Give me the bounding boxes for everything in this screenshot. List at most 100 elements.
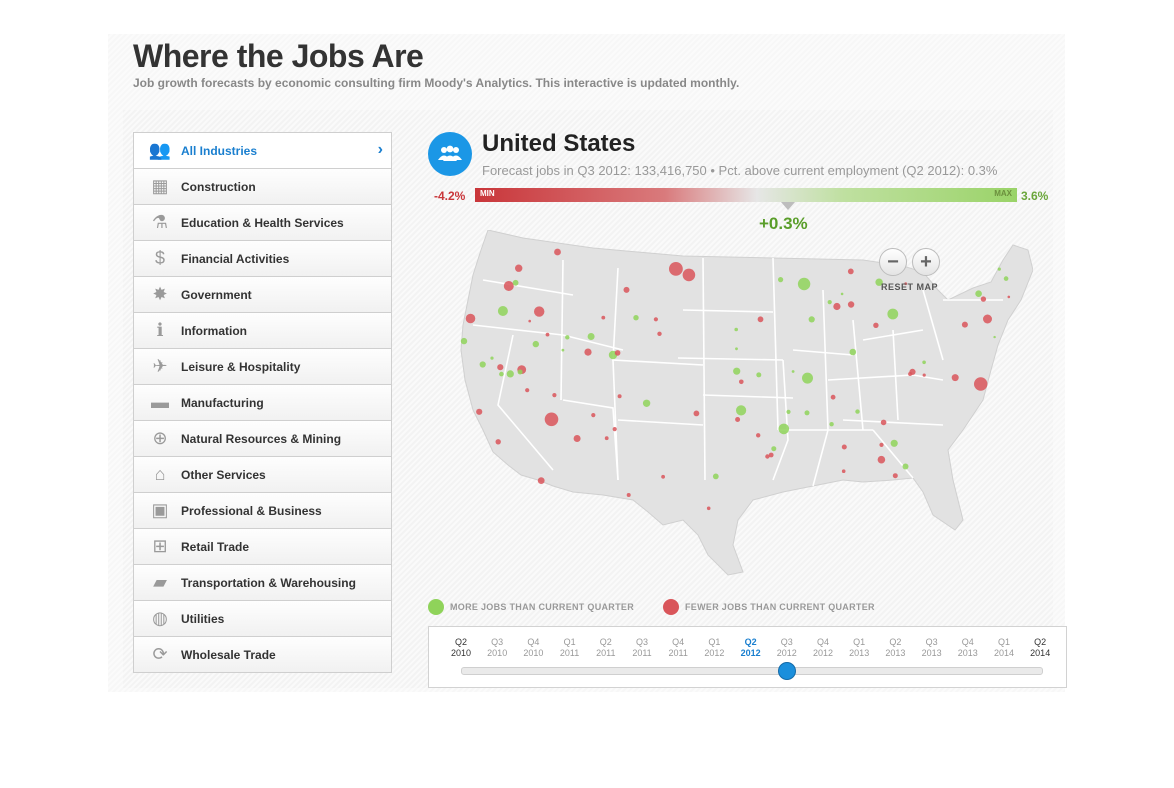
- fewer-jobs-bubble[interactable]: [841, 469, 846, 473]
- fewer-jobs-bubble[interactable]: [706, 506, 711, 511]
- timeline-tick[interactable]: Q3 2010: [481, 637, 513, 659]
- more-jobs-bubble[interactable]: [804, 410, 810, 416]
- fewer-jobs-bubble[interactable]: [830, 394, 836, 400]
- more-jobs-bubble[interactable]: [890, 439, 898, 447]
- timeline-tick[interactable]: Q1 2014: [988, 637, 1020, 659]
- fewer-jobs-bubble[interactable]: [765, 454, 770, 459]
- fewer-jobs-bubble[interactable]: [974, 377, 988, 391]
- more-jobs-bubble[interactable]: [827, 300, 832, 305]
- fewer-jobs-bubble[interactable]: [922, 373, 926, 377]
- more-jobs-bubble[interactable]: [778, 277, 784, 283]
- sidebar-item-retail-trade[interactable]: ⊞ Retail Trade: [133, 529, 392, 565]
- more-jobs-bubble[interactable]: [808, 316, 815, 323]
- fewer-jobs-bubble[interactable]: [515, 264, 523, 272]
- fewer-jobs-bubble[interactable]: [669, 262, 683, 276]
- more-jobs-bubble[interactable]: [975, 290, 982, 297]
- fewer-jobs-bubble[interactable]: [847, 301, 855, 308]
- fewer-jobs-bubble[interactable]: [495, 439, 501, 445]
- sidebar-item-leisure-hospitality[interactable]: ✈ Leisure & Hospitality: [133, 349, 392, 385]
- fewer-jobs-bubble[interactable]: [879, 442, 884, 447]
- more-jobs-bubble[interactable]: [875, 278, 883, 286]
- sidebar-item-manufacturing[interactable]: ▬ Manufacturing: [133, 385, 392, 421]
- more-jobs-bubble[interactable]: [642, 399, 651, 407]
- more-jobs-bubble[interactable]: [736, 405, 747, 416]
- more-jobs-bubble[interactable]: [734, 327, 738, 332]
- fewer-jobs-bubble[interactable]: [503, 281, 514, 291]
- timeline-tick[interactable]: Q4 2013: [952, 637, 984, 659]
- sidebar-item-other-services[interactable]: ⌂ Other Services: [133, 457, 392, 493]
- sidebar-item-government[interactable]: ✸ Government: [133, 277, 392, 313]
- fewer-jobs-bubble[interactable]: [980, 296, 987, 302]
- timeline-tick[interactable]: Q2 2012: [735, 637, 767, 659]
- fewer-jobs-bubble[interactable]: [537, 477, 545, 484]
- timeline-tick[interactable]: Q1 2012: [698, 637, 730, 659]
- zoom-out-button[interactable]: −: [879, 248, 907, 276]
- timeline-tick[interactable]: Q3 2011: [626, 637, 658, 659]
- fewer-jobs-bubble[interactable]: [1007, 295, 1011, 299]
- fewer-jobs-bubble[interactable]: [554, 248, 561, 256]
- fewer-jobs-bubble[interactable]: [833, 302, 841, 311]
- timeline-tick[interactable]: Q2 2010: [445, 637, 477, 659]
- more-jobs-bubble[interactable]: [497, 306, 508, 316]
- more-jobs-bubble[interactable]: [499, 371, 504, 377]
- more-jobs-bubble[interactable]: [490, 356, 494, 360]
- fewer-jobs-bubble[interactable]: [877, 455, 886, 464]
- sidebar-item-education-health-services[interactable]: ⚗ Education & Health Services: [133, 205, 392, 241]
- fewer-jobs-bubble[interactable]: [661, 474, 665, 479]
- fewer-jobs-bubble[interactable]: [476, 408, 483, 415]
- fewer-jobs-bubble[interactable]: [601, 315, 606, 320]
- more-jobs-bubble[interactable]: [506, 370, 514, 378]
- fewer-jobs-bubble[interactable]: [497, 364, 504, 371]
- sidebar-item-wholesale-trade[interactable]: ⟳ Wholesale Trade: [133, 637, 392, 673]
- fewer-jobs-bubble[interactable]: [961, 321, 968, 328]
- more-jobs-bubble[interactable]: [778, 423, 790, 435]
- timeline-tick[interactable]: Q4 2011: [662, 637, 694, 659]
- fewer-jobs-bubble[interactable]: [768, 452, 774, 458]
- timeline-tick[interactable]: Q1 2011: [554, 637, 586, 659]
- fewer-jobs-bubble[interactable]: [735, 417, 741, 422]
- fewer-jobs-bubble[interactable]: [591, 413, 596, 418]
- more-jobs-bubble[interactable]: [786, 409, 791, 414]
- more-jobs-bubble[interactable]: [997, 267, 1001, 271]
- more-jobs-bubble[interactable]: [735, 347, 738, 351]
- more-jobs-bubble[interactable]: [855, 409, 860, 414]
- fewer-jobs-bubble[interactable]: [682, 268, 696, 282]
- fewer-jobs-bubble[interactable]: [544, 412, 559, 427]
- timeline-tick[interactable]: Q4 2012: [807, 637, 839, 659]
- more-jobs-bubble[interactable]: [802, 372, 813, 384]
- fewer-jobs-bubble[interactable]: [757, 316, 764, 323]
- more-jobs-bubble[interactable]: [1003, 276, 1009, 281]
- fewer-jobs-bubble[interactable]: [847, 268, 854, 275]
- fewer-jobs-bubble[interactable]: [528, 319, 531, 323]
- more-jobs-bubble[interactable]: [791, 370, 795, 373]
- more-jobs-bubble[interactable]: [587, 333, 595, 340]
- fewer-jobs-bubble[interactable]: [623, 286, 630, 293]
- fewer-jobs-bubble[interactable]: [873, 322, 879, 328]
- fewer-jobs-bubble[interactable]: [880, 419, 887, 426]
- sidebar-item-all-industries[interactable]: 👥 All Industries ›: [133, 132, 392, 169]
- reset-map-button[interactable]: RESET MAP: [881, 282, 939, 292]
- fewer-jobs-bubble[interactable]: [584, 348, 592, 356]
- sidebar-item-construction[interactable]: ▦ Construction: [133, 169, 392, 205]
- timeline-tick[interactable]: Q2 2011: [590, 637, 622, 659]
- more-jobs-bubble[interactable]: [561, 348, 565, 352]
- fewer-jobs-bubble[interactable]: [841, 444, 847, 450]
- sidebar-item-transportation-warehousing[interactable]: ▰ Transportation & Warehousing: [133, 565, 392, 601]
- us-map[interactable]: [443, 230, 1033, 590]
- sidebar-item-utilities[interactable]: ◍ Utilities: [133, 601, 392, 637]
- more-jobs-bubble[interactable]: [756, 372, 762, 378]
- sidebar-item-professional-business[interactable]: ▣ Professional & Business: [133, 493, 392, 529]
- sidebar-item-natural-resources-mining[interactable]: ⊕ Natural Resources & Mining: [133, 421, 392, 457]
- timeline-track[interactable]: [461, 667, 1043, 675]
- more-jobs-bubble[interactable]: [840, 292, 844, 296]
- more-jobs-bubble[interactable]: [993, 335, 996, 339]
- more-jobs-bubble[interactable]: [829, 422, 834, 427]
- sidebar-item-financial-activities[interactable]: $ Financial Activities: [133, 241, 392, 277]
- fewer-jobs-bubble[interactable]: [525, 388, 530, 393]
- more-jobs-bubble[interactable]: [565, 335, 570, 340]
- fewer-jobs-bubble[interactable]: [614, 350, 621, 356]
- more-jobs-bubble[interactable]: [512, 279, 519, 286]
- fewer-jobs-bubble[interactable]: [534, 306, 545, 317]
- more-jobs-bubble[interactable]: [797, 277, 811, 291]
- fewer-jobs-bubble[interactable]: [951, 374, 959, 382]
